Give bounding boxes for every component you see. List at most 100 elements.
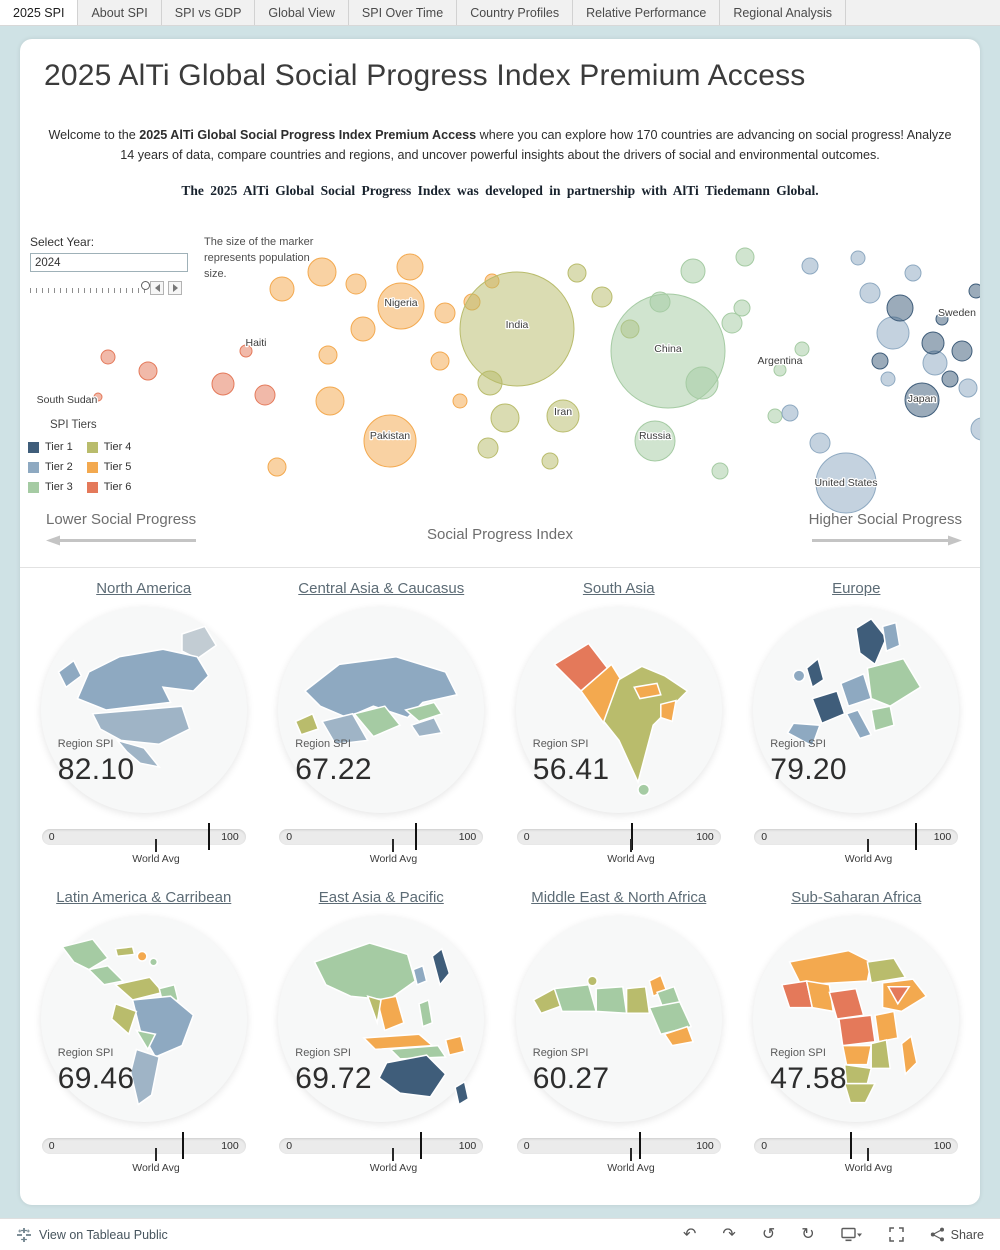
country-bubble[interactable] [951,340,973,362]
region-title[interactable]: Europe [832,580,881,598]
tab-relative-performance[interactable]: Relative Performance [573,0,721,25]
country-bubble[interactable] [396,253,424,281]
tab-spi-vs-gdp[interactable]: SPI vs GDP [162,0,256,25]
view-on-tableau-link[interactable]: View on Tableau Public [16,1227,168,1243]
tab-about-spi[interactable]: About SPI [78,0,162,25]
legend-item-tier-3[interactable]: Tier 3 [28,477,73,497]
year-slider-track[interactable] [30,281,150,294]
country-bubble[interactable] [634,420,676,462]
country-bubble[interactable] [490,403,520,433]
country-bubble[interactable] [430,351,450,371]
region-map-circle: Region SPI 82.10 [40,607,247,814]
country-bubble[interactable] [958,378,978,398]
country-bubble[interactable] [859,282,881,304]
country-bubble[interactable] [363,414,417,468]
country-bubble[interactable] [452,393,468,409]
country-bubble[interactable] [267,457,287,477]
country-bubble[interactable] [567,263,587,283]
country-bubble[interactable] [100,349,116,365]
tab-spi-over-time[interactable]: SPI Over Time [349,0,458,25]
tab-2025-spi[interactable]: 2025 SPI [0,0,79,25]
country-bubble[interactable] [254,384,276,406]
country-bubble[interactable] [781,404,799,422]
legend-item-tier-2[interactable]: Tier 2 [28,457,73,477]
country-bubble[interactable] [921,331,945,355]
country-bubble[interactable] [815,452,877,514]
country-bubble[interactable] [935,312,949,326]
year-slider[interactable] [30,281,210,296]
country-bubble[interactable] [434,302,456,324]
region-title[interactable]: Middle East & North Africa [531,889,707,907]
region-title[interactable]: South Asia [582,580,655,598]
country-bubble[interactable] [880,371,896,387]
year-slider-handle[interactable] [141,281,150,291]
country-bubble[interactable] [801,257,819,275]
region-spi-value: 79.20 [770,753,847,787]
country-bubble[interactable] [350,316,376,342]
country-bubble[interactable] [546,399,580,433]
region-title[interactable]: East Asia & Pacific [318,889,444,907]
country-bubble[interactable] [886,294,914,322]
region-spi-value: 67.22 [295,753,372,787]
share-icon[interactable] [930,1227,945,1242]
country-bubble[interactable] [477,370,503,396]
country-bubble[interactable] [711,462,729,480]
country-bubble[interactable] [649,291,671,313]
country-bubble[interactable] [968,283,980,299]
country-bubble[interactable] [767,408,783,424]
country-bubble[interactable] [477,437,499,459]
country-bubble[interactable] [871,352,889,370]
tab-country-profiles[interactable]: Country Profiles [457,0,574,25]
device-icon[interactable] [840,1227,863,1243]
country-bubble[interactable] [721,312,743,334]
region-title[interactable]: Latin America & Carribean [56,889,232,907]
legend-item-tier-1[interactable]: Tier 1 [28,437,73,457]
undo-icon[interactable]: ↶ [683,1225,697,1243]
country-bubble[interactable] [773,363,787,377]
country-bubble[interactable] [307,257,337,287]
country-bubble[interactable] [794,341,810,357]
country-bubble[interactable] [591,286,613,308]
year-next-button[interactable] [168,281,182,296]
country-bubble[interactable] [735,247,755,267]
share-button[interactable]: Share [930,1227,984,1242]
region-title[interactable]: Sub-Saharan Africa [791,889,922,907]
region-title[interactable]: North America [96,580,192,598]
country-bubble[interactable] [922,350,948,376]
country-bubble[interactable] [733,299,751,317]
country-bubble[interactable] [809,432,831,454]
country-bubble[interactable] [541,452,559,470]
country-bubble[interactable] [269,276,295,302]
country-bubble[interactable] [315,386,345,416]
country-bubble[interactable] [239,344,253,358]
country-bubble[interactable] [211,372,235,396]
country-bubble[interactable] [459,271,575,387]
legend-item-tier-6[interactable]: Tier 6 [86,477,131,497]
country-bubble[interactable] [377,282,425,330]
country-bubble[interactable] [345,273,367,295]
legend-item-tier-5[interactable]: Tier 5 [86,457,131,477]
refresh-icon[interactable]: ↻ [801,1225,815,1243]
country-bubble[interactable] [904,382,940,418]
fullscreen-icon[interactable] [888,1227,904,1242]
country-bubble[interactable] [876,316,910,350]
country-bubble[interactable] [680,258,706,284]
country-bubble[interactable] [941,370,959,388]
tab-regional-analysis[interactable]: Regional Analysis [720,0,846,25]
country-bubble[interactable] [138,361,158,381]
country-bubble[interactable] [970,417,980,441]
country-bubble[interactable] [850,250,866,266]
redo-icon[interactable]: ↷ [722,1225,736,1243]
country-bubble[interactable] [904,264,922,282]
year-input[interactable] [30,253,188,273]
country-bubble[interactable] [685,366,719,400]
bubble-plot[interactable]: Nigeria Haiti India China Sweden Argentina Sou… [20,229,980,514]
tab-global-view[interactable]: Global View [255,0,349,25]
country-bubble[interactable] [318,345,338,365]
country-bubble[interactable] [93,392,103,402]
region-map-circle: Region SPI 69.46 [40,916,247,1123]
reset-icon[interactable]: ↺ [761,1225,776,1243]
year-prev-button[interactable] [150,281,164,296]
legend-item-tier-4[interactable]: Tier 4 [86,437,131,457]
region-title[interactable]: Central Asia & Caucasus [298,580,465,598]
